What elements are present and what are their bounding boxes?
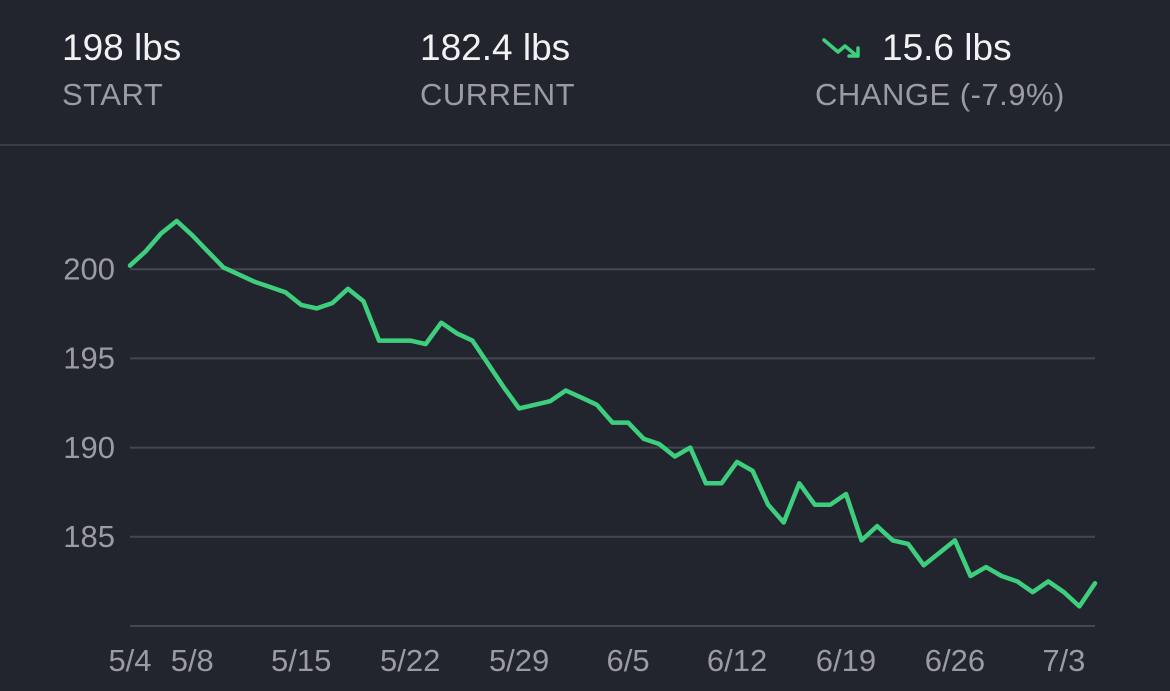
x-tick-label: 5/29 bbox=[489, 643, 549, 678]
y-tick-label: 195 bbox=[63, 341, 115, 376]
x-tick-label: 6/19 bbox=[816, 643, 876, 678]
x-tick-label: 5/15 bbox=[271, 643, 331, 678]
stat-label: CHANGE (-7.9%) bbox=[815, 77, 1065, 112]
x-tick-label: 6/26 bbox=[925, 643, 985, 678]
x-tick-label: 6/12 bbox=[707, 643, 767, 678]
stat-value: 15.6 lbs bbox=[882, 27, 1012, 68]
x-tick-label: 6/5 bbox=[607, 643, 650, 678]
x-tick-label: 7/3 bbox=[1042, 643, 1085, 678]
y-tick-label: 190 bbox=[63, 430, 115, 465]
x-tick-label: 5/22 bbox=[380, 643, 440, 678]
data-line bbox=[127, 218, 1098, 609]
y-tick-label: 185 bbox=[63, 519, 115, 554]
stat-value: 182.4 lbs bbox=[420, 27, 570, 68]
x-tick-label: 5/4 bbox=[108, 643, 151, 678]
x-tick-label: 5/8 bbox=[171, 643, 214, 678]
stat-value: 198 lbs bbox=[62, 27, 181, 68]
y-tick-label: 200 bbox=[63, 251, 115, 286]
stat-label: CURRENT bbox=[420, 77, 575, 112]
trend-icon bbox=[822, 38, 860, 58]
stat-label: START bbox=[62, 77, 163, 112]
